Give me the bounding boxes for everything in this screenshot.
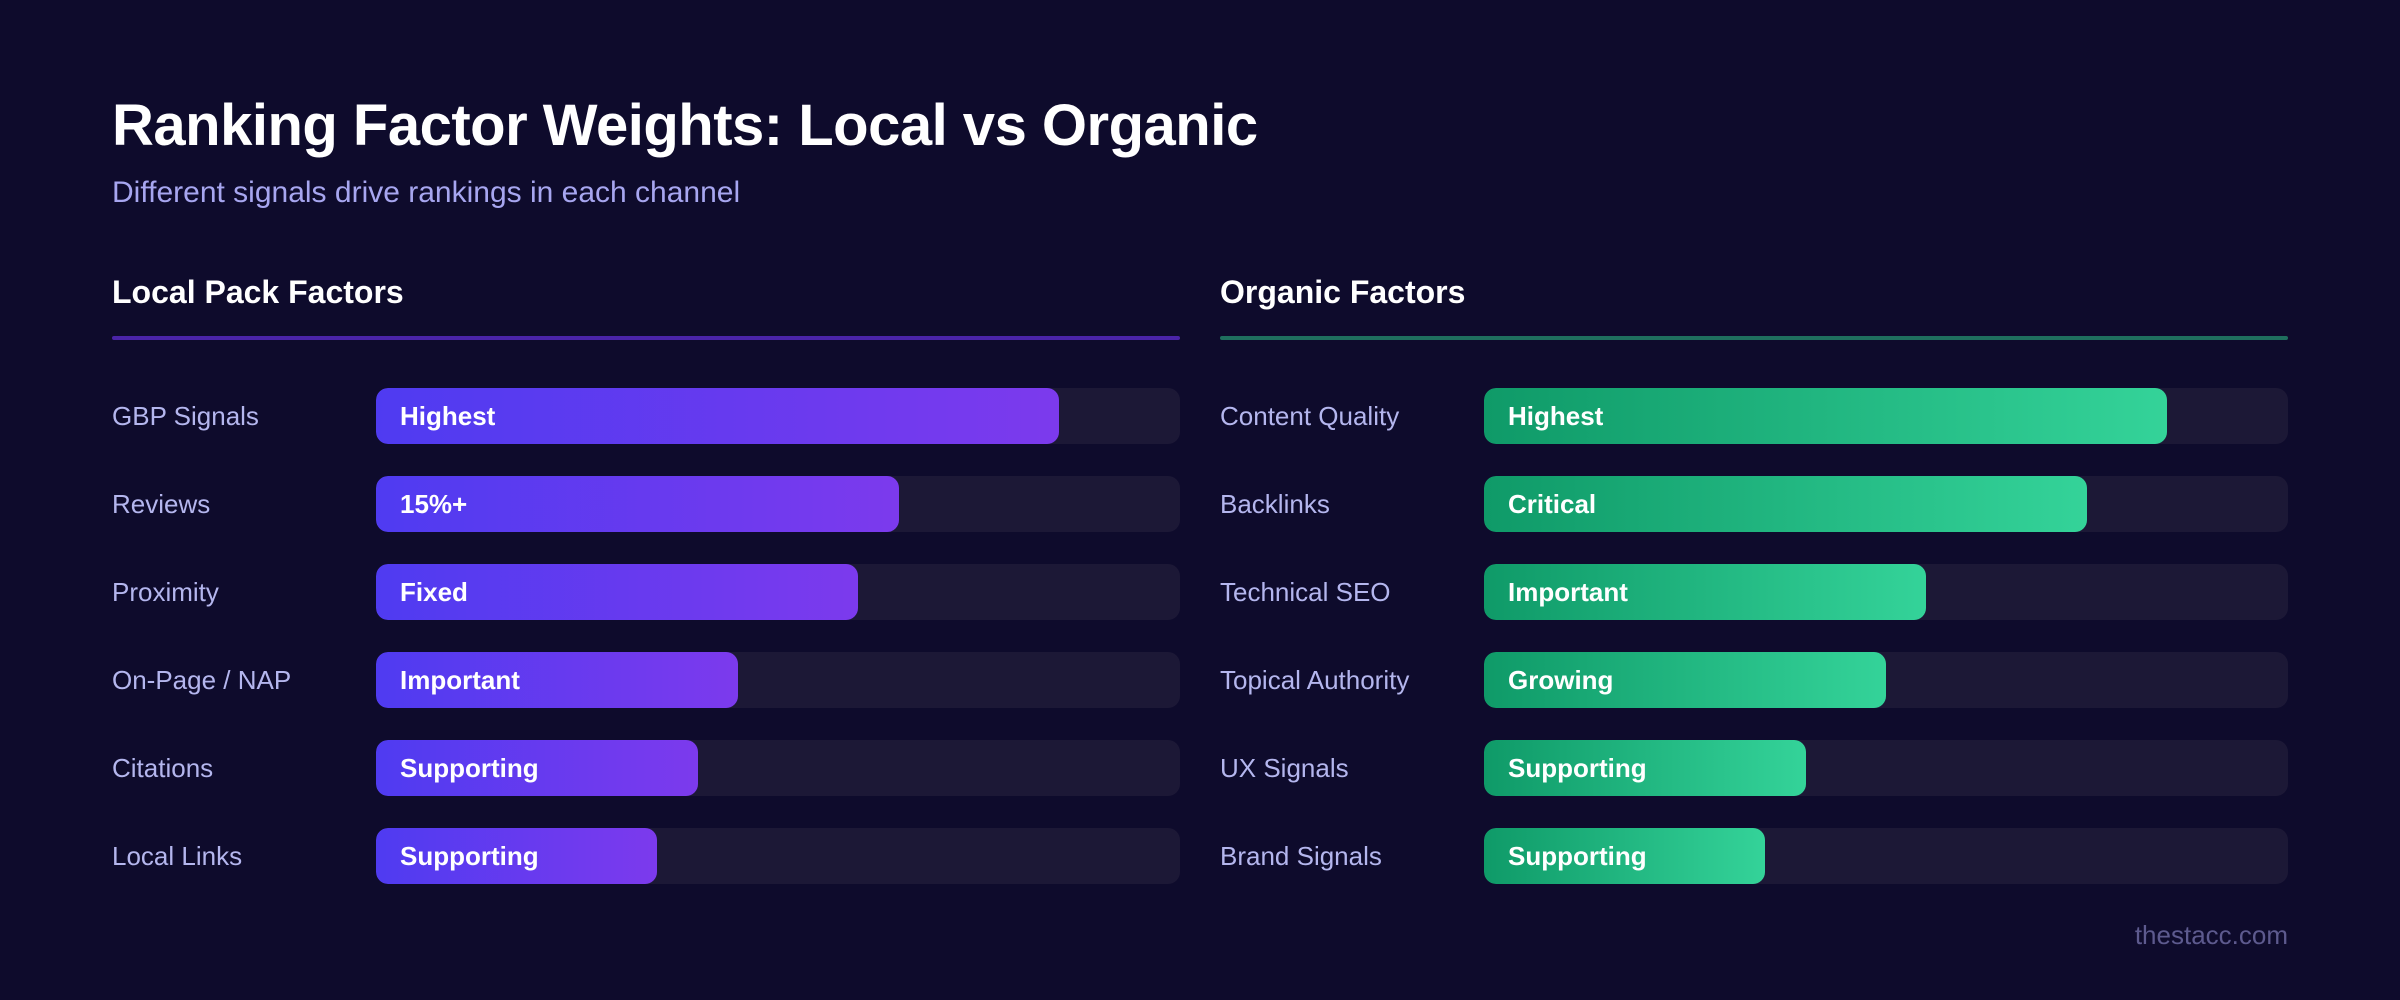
organic-bars: Content Quality Highest Backlinks Critical T… (1220, 388, 2288, 884)
bar-value-label: Important (400, 664, 520, 695)
chart-subtitle: Different signals drive rankings in each… (112, 176, 741, 209)
bar-track: 15%+ (376, 476, 1180, 532)
local-pack-title: Local Pack Factors (112, 274, 404, 310)
bar-value-label: Supporting (400, 752, 539, 783)
organic-panel: Organic Factors Content Quality Highest Ba… (1220, 270, 2288, 916)
bar: Important (376, 652, 738, 708)
bar-row: Topical Authority Growing (1220, 652, 2288, 708)
bar: Supporting (1484, 828, 1766, 884)
bar: Supporting (376, 740, 698, 796)
bar-track: Supporting (1484, 740, 2288, 796)
bar-track: Supporting (376, 828, 1180, 884)
bar-value-label: Critical (1508, 488, 1597, 519)
category-label: Proximity (112, 576, 219, 607)
bar: Supporting (376, 828, 658, 884)
bar-track: Supporting (1484, 828, 2288, 884)
category-label: GBP Signals (112, 400, 259, 431)
bar-row: On-Page / NAP Important (112, 652, 1180, 708)
local-pack-panel: Local Pack Factors GBP Signals Highest Rev… (112, 270, 1180, 916)
bar: Fixed (376, 564, 859, 620)
bar-track: Highest (1484, 388, 2288, 444)
category-label: Local Links (112, 840, 243, 871)
category-label: Content Quality (1220, 400, 1400, 431)
bar-row: Local Links Supporting (112, 828, 1180, 884)
bar-value-label: Highest (400, 400, 496, 431)
bar: Highest (376, 388, 1060, 444)
bar-value-label: Fixed (400, 576, 468, 607)
bar-track: Fixed (376, 564, 1180, 620)
bar-value-label: Supporting (1508, 752, 1647, 783)
category-label: Reviews (112, 488, 211, 519)
bar-row: Proximity Fixed (112, 564, 1180, 620)
bar: Supporting (1484, 740, 1806, 796)
bar-value-label: Supporting (1508, 840, 1647, 871)
bar-value-label: 15%+ (400, 488, 468, 519)
category-label: Topical Authority (1220, 664, 1410, 695)
bar-value-label: Highest (1508, 400, 1604, 431)
bar-track: Important (1484, 564, 2288, 620)
bar-row: Backlinks Critical (1220, 476, 2288, 532)
category-label: Citations (112, 752, 214, 783)
category-label: Backlinks (1220, 488, 1330, 519)
bar: 15%+ (376, 476, 899, 532)
bar: Highest (1484, 388, 2168, 444)
bar-track: Growing (1484, 652, 2288, 708)
organic-title: Organic Factors (1220, 274, 1466, 310)
bar: Important (1484, 564, 1927, 620)
local-pack-bars: GBP Signals Highest Reviews 15%+ Proximity Fi… (112, 388, 1180, 884)
bar-row: Reviews 15%+ (112, 476, 1180, 532)
bar-row: Technical SEO Important (1220, 564, 2288, 620)
bar-value-label: Supporting (400, 840, 539, 871)
category-label: On-Page / NAP (112, 664, 292, 695)
bar-track: Important (376, 652, 1180, 708)
bar-row: Content Quality Highest (1220, 388, 2288, 444)
local-pack-divider (112, 336, 1180, 340)
chart-title: Ranking Factor Weights: Local vs Organic (112, 93, 1258, 158)
organic-divider (1220, 336, 2288, 340)
bar: Critical (1484, 476, 2087, 532)
bar: Growing (1484, 652, 1886, 708)
category-label: Technical SEO (1220, 576, 1391, 607)
bar-row: Brand Signals Supporting (1220, 828, 2288, 884)
source-credit: thestacc.com (2134, 920, 2288, 950)
category-label: UX Signals (1220, 752, 1349, 783)
category-label: Brand Signals (1220, 840, 1382, 871)
bar-track: Critical (1484, 476, 2288, 532)
bar-row: Citations Supporting (112, 740, 1180, 796)
bar-row: GBP Signals Highest (112, 388, 1180, 444)
bar-track: Highest (376, 388, 1180, 444)
bar-row: UX Signals Supporting (1220, 740, 2288, 796)
bar-value-label: Important (1508, 576, 1628, 607)
bar-value-label: Growing (1508, 664, 1614, 695)
bar-track: Supporting (376, 740, 1180, 796)
